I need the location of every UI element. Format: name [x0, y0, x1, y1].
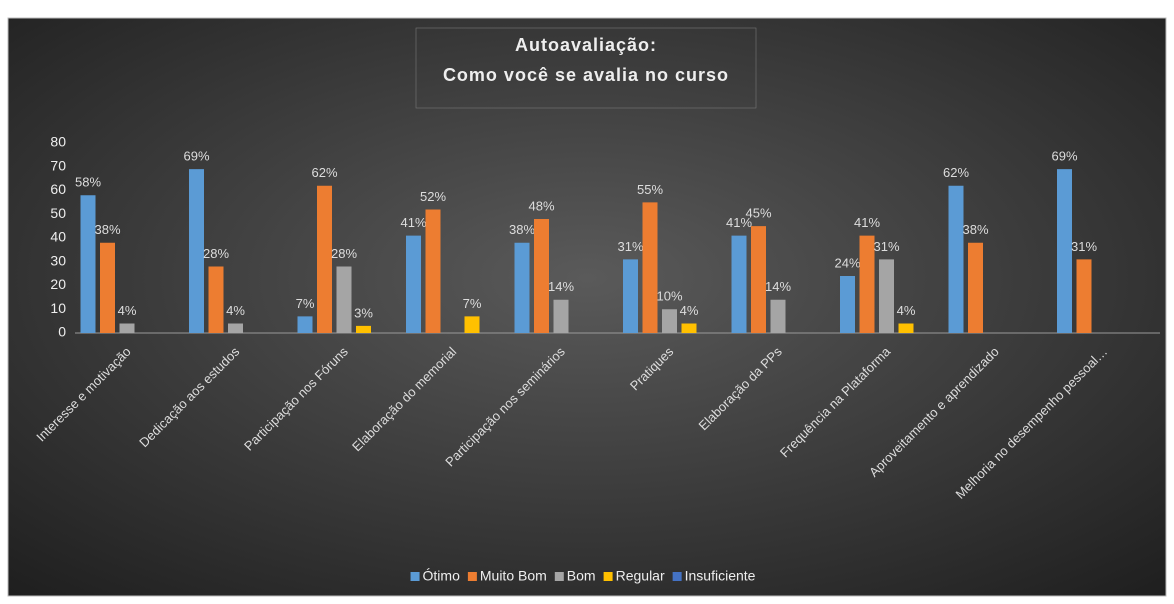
legend-swatch	[467, 572, 477, 581]
data-label: 31%	[617, 239, 643, 254]
data-label: 55%	[637, 182, 663, 197]
bar	[425, 209, 441, 333]
data-label: 62%	[943, 165, 969, 180]
data-label: 58%	[75, 175, 101, 190]
bar	[1057, 169, 1072, 333]
legend-swatch	[603, 572, 613, 581]
y-tick-label: 0	[58, 324, 66, 340]
y-tick-label: 40	[50, 229, 66, 245]
data-label: 48%	[528, 198, 554, 213]
data-label: 7%	[463, 296, 482, 311]
legend-label: Ótimo	[423, 568, 461, 584]
bar	[228, 323, 243, 333]
bar	[879, 259, 894, 333]
bar	[119, 323, 135, 333]
data-label: 4%	[226, 303, 245, 318]
data-label: 41%	[854, 215, 880, 230]
bar	[731, 235, 747, 333]
bar	[189, 169, 204, 333]
bar	[623, 259, 638, 333]
data-label: 3%	[354, 305, 373, 320]
data-label: 38%	[962, 222, 988, 237]
y-tick-label: 50	[50, 205, 66, 221]
data-label: 28%	[331, 246, 357, 261]
bar	[642, 202, 658, 333]
data-label: 4%	[897, 303, 916, 318]
data-label: 4%	[118, 303, 137, 318]
bar	[948, 185, 964, 333]
data-label: 14%	[548, 279, 574, 294]
data-label: 7%	[296, 296, 315, 311]
data-label: 4%	[680, 303, 699, 318]
legend-swatch	[672, 572, 682, 581]
legend-label: Muito Bom	[480, 568, 547, 584]
legend-swatch	[554, 572, 564, 581]
data-label: 45%	[745, 206, 771, 221]
bar	[1076, 259, 1092, 333]
y-tick-label: 20	[50, 276, 66, 292]
data-label: 31%	[873, 239, 899, 254]
y-tick-label: 30	[50, 252, 66, 268]
bar	[859, 235, 875, 333]
legend-label: Bom	[567, 568, 596, 584]
chart-background	[7, 17, 1167, 597]
data-label: 69%	[183, 149, 209, 164]
legend-label: Insuficiente	[685, 568, 756, 584]
bar	[80, 195, 96, 333]
data-label: 10%	[656, 289, 682, 304]
data-label: 38%	[509, 222, 535, 237]
chart-subtitle: Como você se avalia no curso	[443, 65, 729, 85]
bar	[464, 316, 480, 333]
bar	[356, 325, 371, 333]
bar	[514, 242, 530, 333]
data-label: 52%	[420, 189, 446, 204]
data-label: 24%	[834, 255, 860, 270]
data-label: 28%	[203, 246, 229, 261]
bar	[751, 226, 766, 333]
bar	[662, 309, 677, 333]
bar	[681, 323, 697, 333]
chart-title: Autoavaliação:	[515, 35, 657, 55]
bar	[840, 276, 855, 333]
bar	[406, 235, 421, 333]
bar	[317, 185, 332, 333]
legend-label: Regular	[616, 568, 665, 584]
legend-swatch	[410, 572, 420, 581]
bar	[968, 242, 983, 333]
data-label: 14%	[765, 279, 791, 294]
bar	[336, 266, 352, 333]
data-label: 31%	[1071, 239, 1097, 254]
data-label: 69%	[1051, 149, 1077, 164]
y-tick-label: 60	[50, 181, 66, 197]
bar	[297, 316, 313, 333]
y-tick-label: 10	[50, 300, 66, 316]
data-label: 62%	[311, 165, 337, 180]
y-tick-label: 80	[50, 134, 66, 150]
data-label: 41%	[400, 215, 426, 230]
title-box	[415, 27, 757, 109]
bar	[770, 299, 786, 333]
bar	[553, 299, 569, 333]
bar	[898, 323, 914, 333]
bar	[208, 266, 224, 333]
data-label: 41%	[726, 215, 752, 230]
y-tick-label: 70	[50, 157, 66, 173]
bar	[100, 242, 115, 333]
bar	[534, 219, 549, 333]
data-label: 38%	[94, 222, 120, 237]
